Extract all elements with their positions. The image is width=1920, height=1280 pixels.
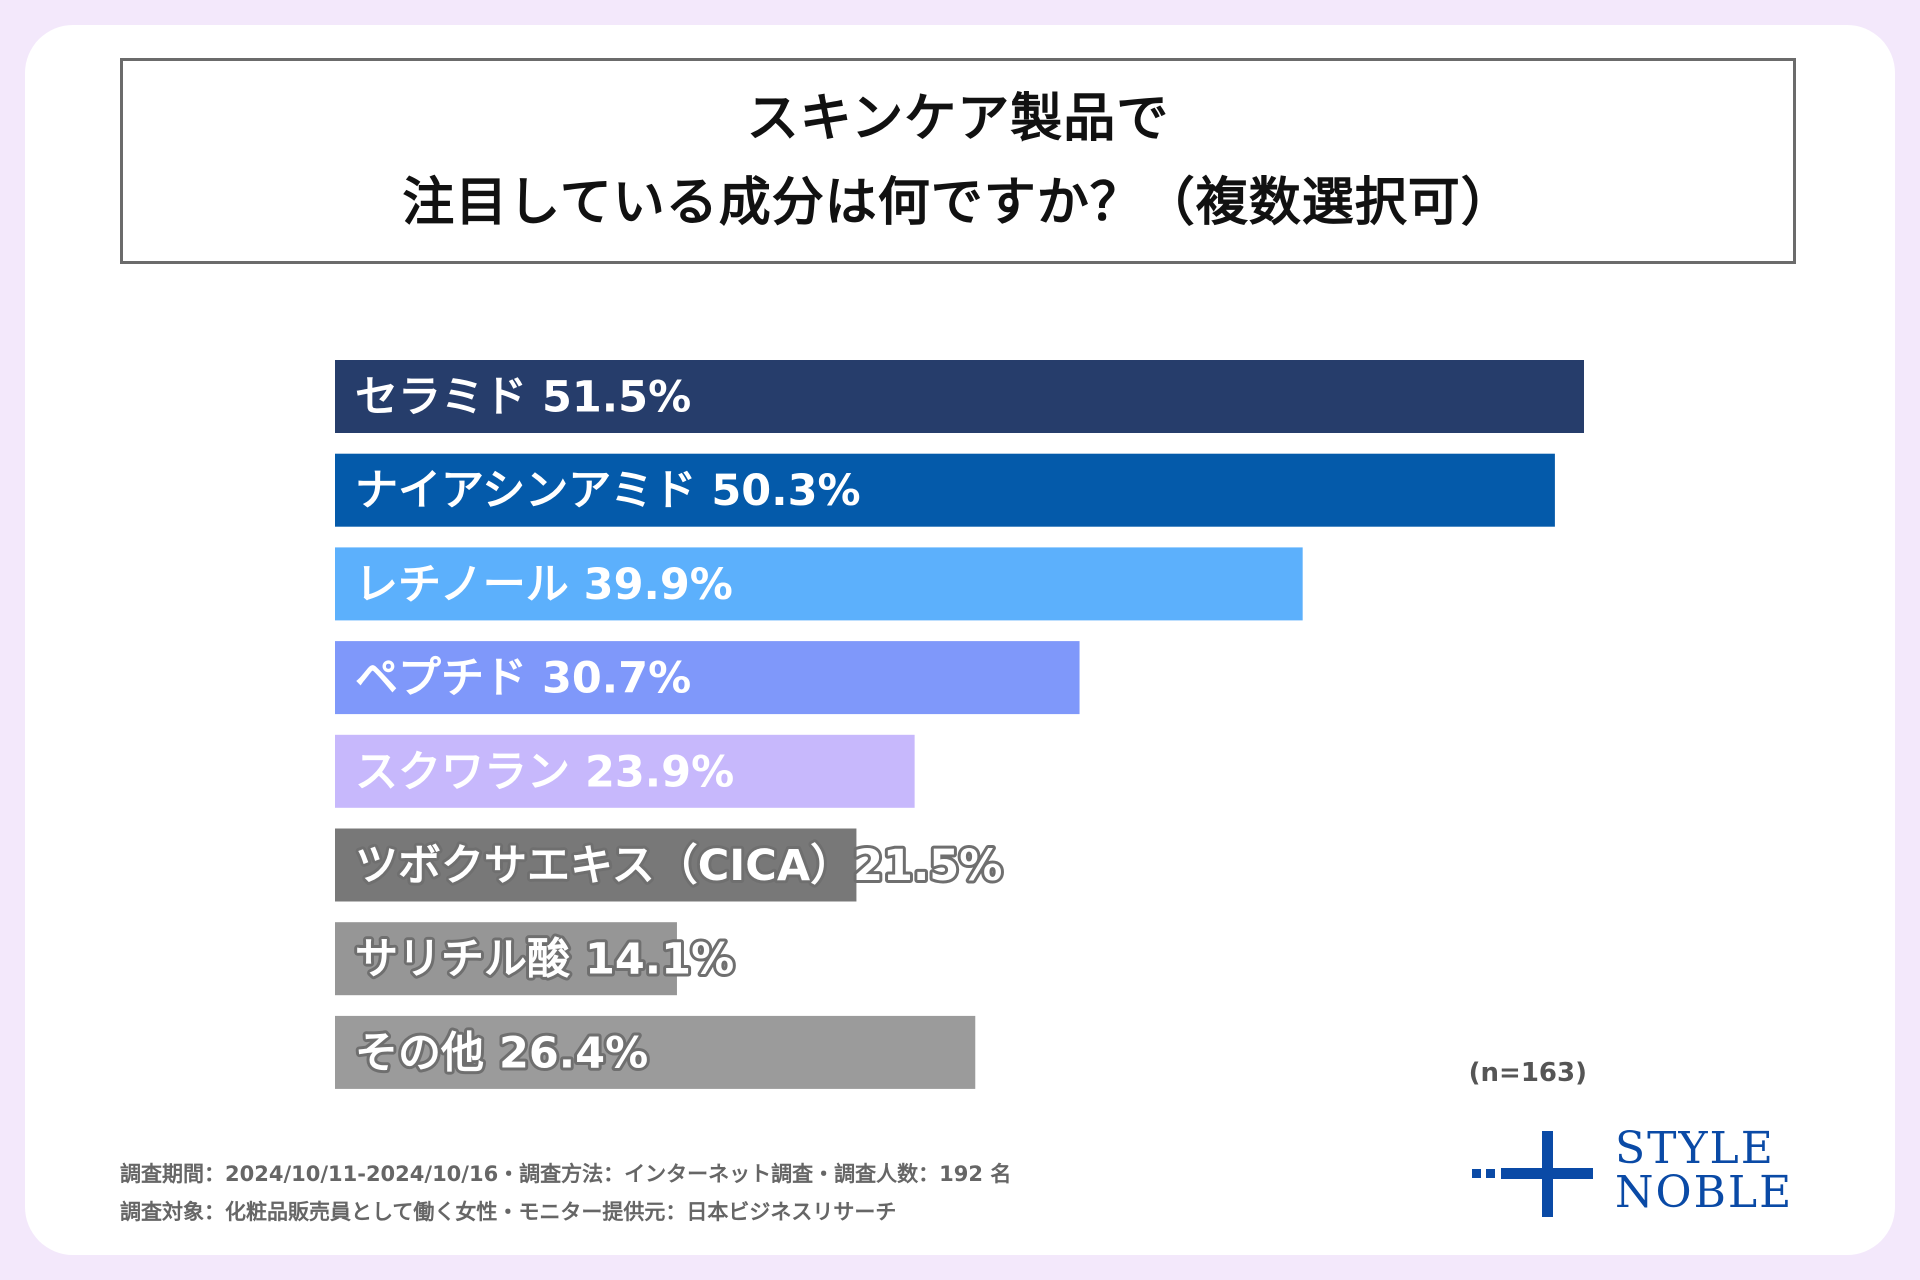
bar-3 bbox=[335, 547, 1303, 621]
bar-7 bbox=[335, 922, 677, 996]
logo-text-noble: NOBLE bbox=[1615, 1167, 1794, 1218]
bar-4 bbox=[335, 641, 1080, 715]
bar-8 bbox=[335, 1015, 976, 1089]
survey-period-line: 調査期間：2024/10/11-2024/10/16・調査方法：インターネット調… bbox=[120, 1162, 1012, 1186]
bar-label-5: スクワラン 23.9% bbox=[355, 747, 734, 797]
bar-1 bbox=[335, 360, 1584, 433]
logo-text-style: STYLE bbox=[1615, 1123, 1775, 1174]
bar-label-6: ツボクサエキス（CICA）21.5% bbox=[355, 841, 1002, 891]
title-box: スキンケア製品で 注目している成分は何ですか？（複数選択可） bbox=[120, 58, 1796, 264]
bar-label-7: サリチル酸 14.1% bbox=[355, 935, 734, 985]
bar-label-1: セラミド 51.5% bbox=[355, 373, 691, 423]
bar-label-3: レチノール 39.9% bbox=[355, 560, 733, 610]
chart-title-line-2: 注目している成分は何ですか？（複数選択可） bbox=[402, 173, 1514, 233]
chart-title-line-1: スキンケア製品で bbox=[746, 89, 1170, 149]
bar-6 bbox=[335, 828, 857, 902]
bar-label-4: ペプチド 30.7% bbox=[355, 654, 691, 704]
logo-text: STYLE NOBLE bbox=[1615, 1127, 1793, 1215]
bar-2 bbox=[335, 453, 1555, 527]
bar-label-8: その他 26.4% bbox=[355, 1028, 648, 1078]
survey-target-line: 調査対象：化粧品販売員として働く女性・モニター提供元：日本ビジネスリサーチ bbox=[120, 1200, 897, 1224]
survey-footer: 調査期間：2024/10/11-2024/10/16・調査方法：インターネット調… bbox=[120, 1155, 1011, 1231]
bar-label-2: ナイアシンアミド 50.3% bbox=[355, 466, 861, 516]
style-noble-logo: STYLE NOBLE bbox=[1470, 1125, 1810, 1225]
logo-plus-icon bbox=[1472, 1131, 1593, 1217]
sample-size-note: (n=163) bbox=[1468, 1058, 1587, 1088]
bar-5 bbox=[335, 734, 915, 808]
